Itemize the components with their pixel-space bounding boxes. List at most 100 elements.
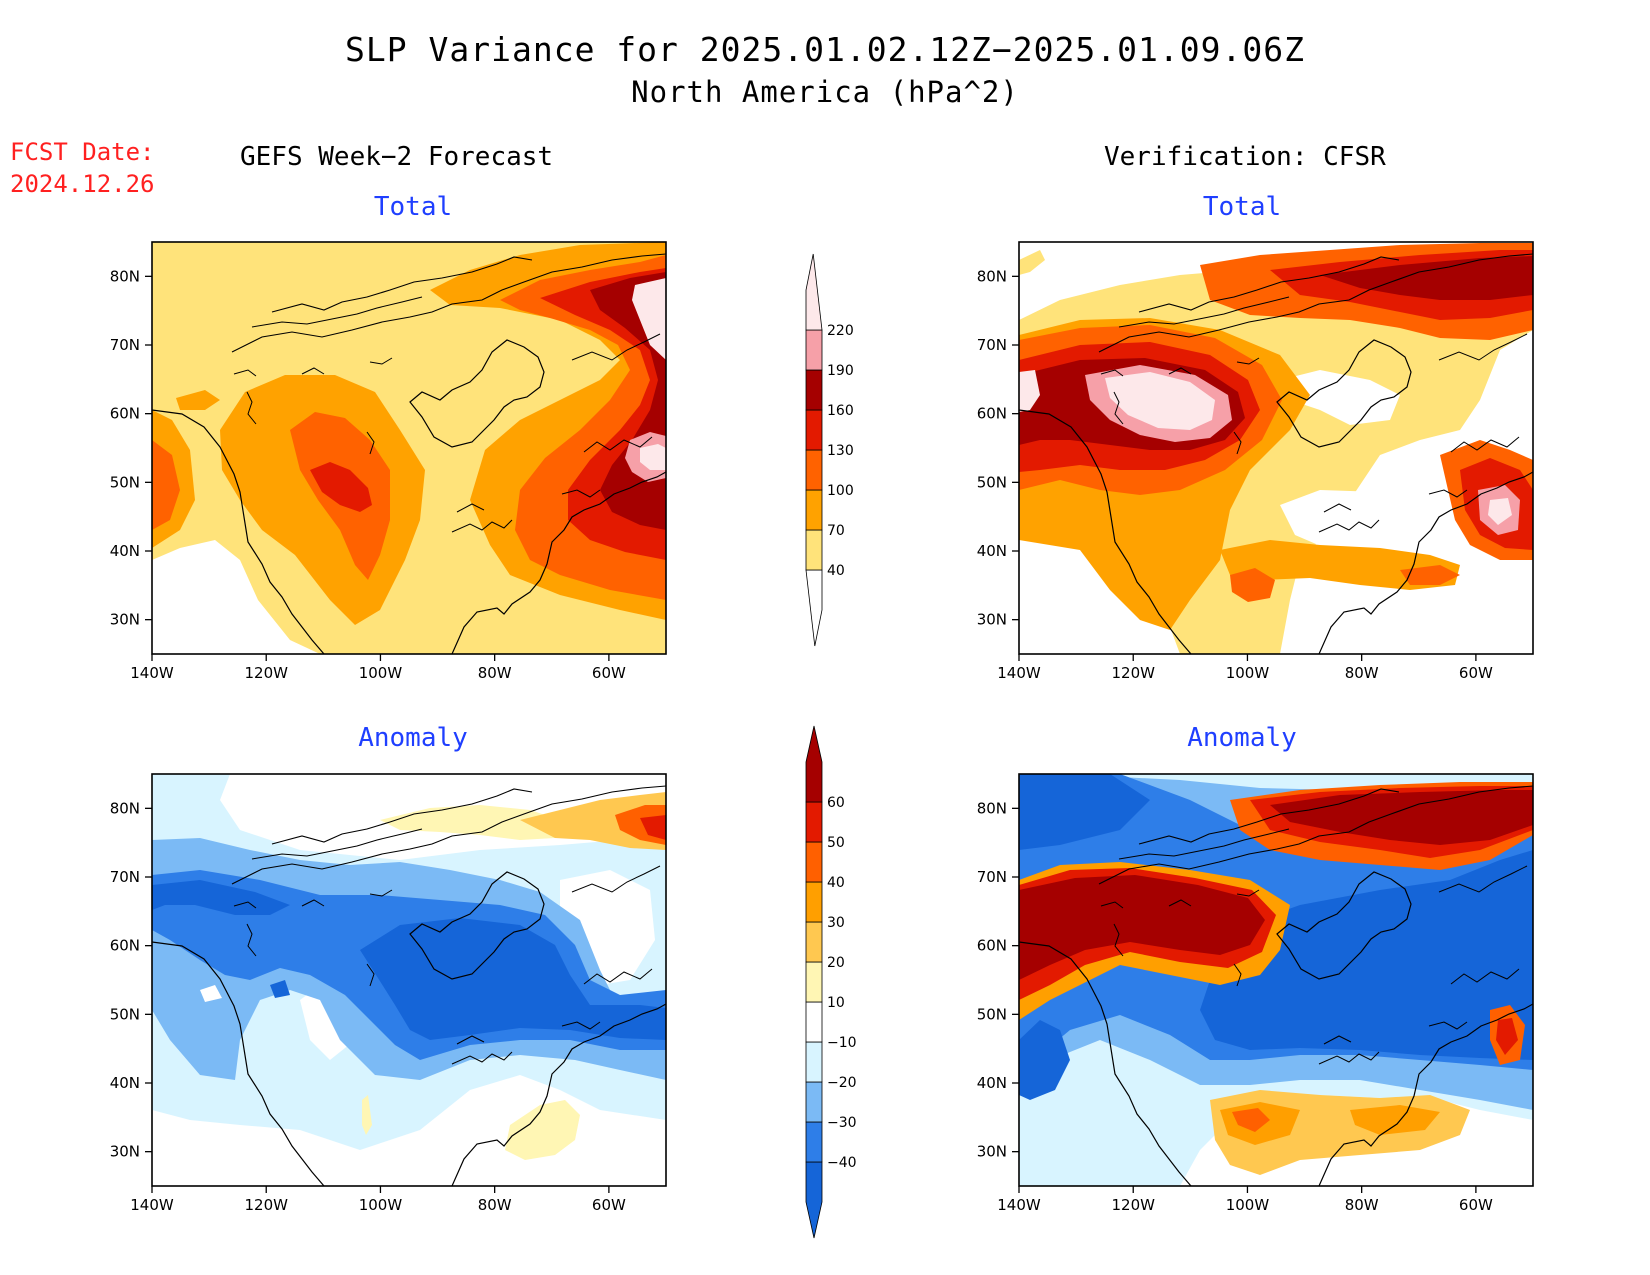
colorbar-swatch: [805, 569, 823, 647]
colorbar-swatch: [805, 489, 823, 531]
x-tick-label: 60W: [1459, 1196, 1493, 1214]
y-tick-label: 50N: [977, 1005, 1007, 1023]
colorbar-swatch: [805, 253, 823, 331]
y-tick-label: 50N: [110, 473, 140, 491]
frame-gefs-anomaly: [151, 773, 667, 1187]
x-tick-label: 100W: [359, 1196, 403, 1214]
x-tick-label: 100W: [1226, 1196, 1270, 1214]
panel-title-cfsr-total: Total: [1202, 192, 1282, 222]
y-tick-label: 60N: [977, 405, 1007, 423]
axes-layer: 140W 120W 100W 80W 60W 80N 70N 60N 50N 40N 30N 140W…: [110, 267, 1493, 1214]
colorbar-label: 130: [827, 443, 854, 459]
y-tick-label: 30N: [110, 1143, 140, 1161]
x-tick-label: 120W: [1111, 1196, 1155, 1214]
colorbar-label: 160: [827, 403, 854, 419]
colorbar-label: 70: [827, 523, 845, 539]
colorbar-label: 100: [827, 483, 854, 499]
panel-title-cfsr-anomaly: Anomaly: [1187, 723, 1297, 753]
y-tick-label: 60N: [110, 937, 140, 955]
panel-cfsr-total: [1019, 242, 1533, 654]
y-tick-label: 80N: [110, 267, 140, 285]
colorbar-swatch: [805, 1161, 823, 1239]
frame-cfsr-anomaly: [1018, 773, 1534, 1187]
panel-gefs-anomaly: [152, 774, 666, 1186]
fcst-date-value: 2024.12.26: [10, 170, 155, 198]
x-tick-label: 140W: [997, 664, 1041, 682]
x-tick-label: 120W: [244, 1196, 288, 1214]
colorbar-layer: 40 70 100 130 160 190 220 −40 −30 −20 −10 10 20 30 40 5…: [805, 253, 857, 1239]
y-tick-label: 40N: [977, 542, 1007, 560]
x-tick-label: 80W: [1345, 664, 1379, 682]
y-tick-label: 60N: [977, 937, 1007, 955]
colorbar-label: 10: [827, 995, 845, 1011]
frame-cfsr-total: [1018, 241, 1534, 655]
colorbar-swatch: [805, 841, 823, 883]
x-tick-label: 80W: [1345, 1196, 1379, 1214]
frame-gefs-total: [151, 241, 667, 655]
colorbar-label: −10: [827, 1035, 857, 1051]
x-tick-label: 80W: [478, 1196, 512, 1214]
right-column-title: Verification: CFSR: [1104, 142, 1386, 172]
colorbar-swatch: [805, 1001, 823, 1043]
y-tick-label: 30N: [977, 611, 1007, 629]
colorbar-label: −40: [827, 1155, 857, 1171]
panel-gefs-total: [152, 242, 666, 654]
colorbar-swatch: [805, 881, 823, 923]
x-tick-label: 60W: [1459, 664, 1493, 682]
colorbar-swatch: [805, 1081, 823, 1123]
colorbar-swatch: [805, 725, 823, 803]
colorbar-swatch: [805, 961, 823, 1003]
y-tick-label: 80N: [110, 799, 140, 817]
colorbar-label: 190: [827, 363, 854, 379]
y-tick-label: 40N: [977, 1074, 1007, 1092]
colorbar-swatch: [805, 409, 823, 451]
fcst-date-label: FCST Date:: [10, 138, 155, 166]
colorbar-label: 40: [827, 875, 845, 891]
x-tick-label: 140W: [130, 1196, 174, 1214]
y-tick-label: 80N: [977, 799, 1007, 817]
x-tick-label: 120W: [1111, 664, 1155, 682]
y-tick-label: 60N: [110, 405, 140, 423]
x-tick-label: 100W: [1226, 664, 1270, 682]
x-tick-label: 140W: [997, 1196, 1041, 1214]
x-tick-label: 60W: [592, 1196, 626, 1214]
panel-title-gefs-anomaly: Anomaly: [358, 723, 468, 753]
colorbar-swatch: [805, 449, 823, 491]
y-tick-label: 40N: [110, 1074, 140, 1092]
colorbar-swatch: [805, 329, 823, 371]
y-tick-label: 30N: [977, 1143, 1007, 1161]
colorbar-swatch: [805, 921, 823, 963]
colorbar-swatch: [805, 529, 823, 571]
panel-cfsr-anomaly: [1019, 774, 1533, 1186]
y-tick-label: 70N: [110, 336, 140, 354]
y-tick-label: 80N: [977, 267, 1007, 285]
y-tick-label: 40N: [110, 542, 140, 560]
colorbar-swatch: [805, 1041, 823, 1083]
y-tick-label: 50N: [110, 1005, 140, 1023]
colorbar-swatch: [805, 1121, 823, 1163]
main-title: SLP Variance for 2025.01.02.12Z−2025.01.…: [345, 30, 1305, 69]
colorbar-label: 30: [827, 915, 845, 931]
colorbar-label: 220: [827, 323, 854, 339]
panel-title-gefs-total: Total: [373, 192, 453, 222]
left-column-title: GEFS Week−2 Forecast: [240, 142, 554, 172]
y-tick-label: 70N: [110, 868, 140, 886]
colorbar-label: −30: [827, 1115, 857, 1131]
y-tick-label: 50N: [977, 473, 1007, 491]
x-tick-label: 140W: [130, 664, 174, 682]
colorbar-label: 60: [827, 795, 845, 811]
y-tick-label: 70N: [977, 868, 1007, 886]
y-tick-label: 30N: [110, 611, 140, 629]
colorbar-label: 20: [827, 955, 845, 971]
x-tick-label: 80W: [478, 664, 512, 682]
x-tick-label: 100W: [359, 664, 403, 682]
colorbar-label: −20: [827, 1075, 857, 1091]
x-tick-label: 60W: [592, 664, 626, 682]
colorbar-label: 50: [827, 835, 845, 851]
colorbar-swatch: [805, 801, 823, 843]
x-tick-label: 120W: [244, 664, 288, 682]
colorbar-swatch: [805, 369, 823, 411]
colorbar-label: 40: [827, 563, 845, 579]
y-tick-label: 70N: [977, 336, 1007, 354]
